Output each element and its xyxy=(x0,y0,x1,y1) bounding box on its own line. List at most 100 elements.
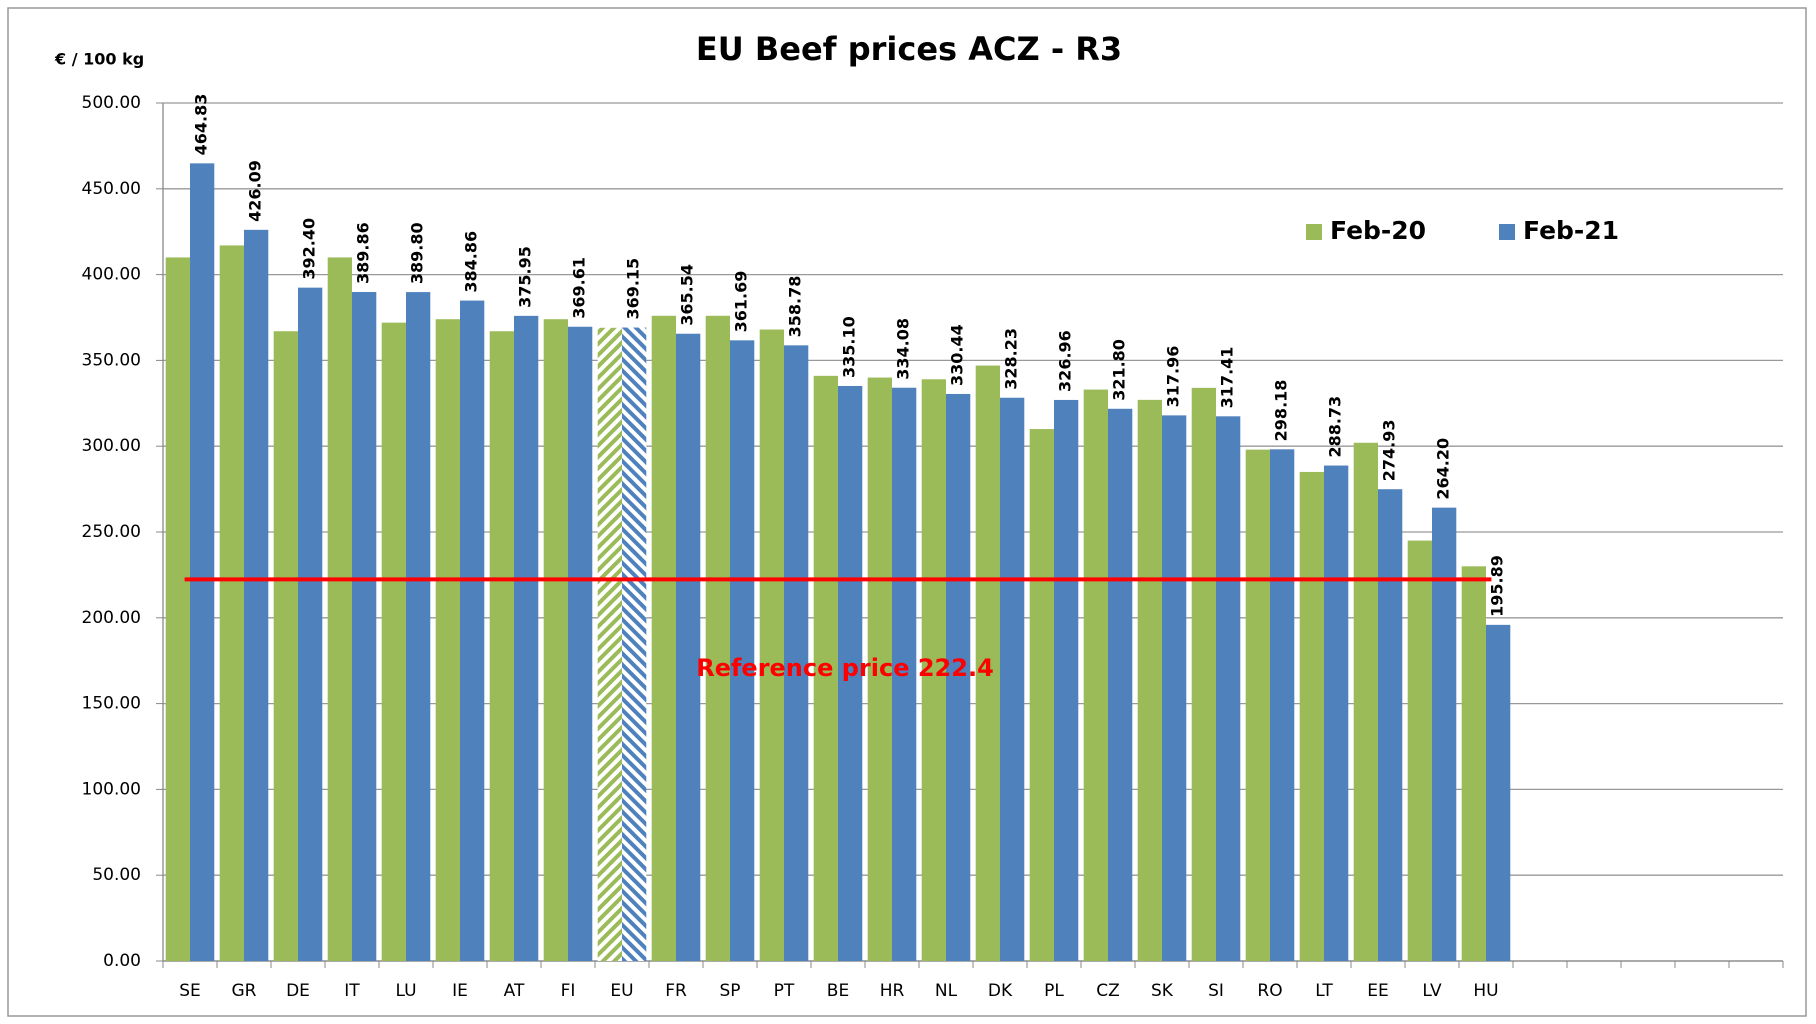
bar xyxy=(1407,540,1432,961)
bar xyxy=(1029,429,1054,961)
data-label: 335.10 xyxy=(840,316,859,378)
data-label: 334.08 xyxy=(894,318,913,380)
x-tick-label: FI xyxy=(561,981,576,1001)
bar xyxy=(1461,566,1486,961)
y-tick-label: 200.00 xyxy=(82,608,141,628)
bar xyxy=(1000,397,1025,961)
data-label: 392.40 xyxy=(300,218,319,280)
x-tick-label: DK xyxy=(988,981,1013,1001)
data-label: 195.89 xyxy=(1488,555,1507,617)
bar xyxy=(651,315,676,961)
bar xyxy=(838,385,863,962)
reference-label: Reference price 222.4 xyxy=(696,654,994,682)
bar xyxy=(813,375,838,961)
bar xyxy=(975,365,1000,962)
data-label: 369.15 xyxy=(624,258,643,320)
y-tick-label: 500.00 xyxy=(82,93,141,113)
y-tick-label: 300.00 xyxy=(82,436,141,456)
y-tick-label: 450.00 xyxy=(82,179,141,199)
x-tick-label: HR xyxy=(880,981,905,1001)
x-tick-label: SP xyxy=(719,981,740,1001)
data-label: 358.78 xyxy=(786,276,805,338)
x-tick-label: DE xyxy=(286,981,310,1001)
y-tick-label: 350.00 xyxy=(82,350,141,370)
data-label: 426.09 xyxy=(246,160,265,222)
bar xyxy=(784,345,809,962)
bar xyxy=(219,245,244,962)
data-label: 365.54 xyxy=(678,264,697,326)
x-tick-label: SE xyxy=(179,981,201,1001)
chart-title: EU Beef prices ACZ - R3 xyxy=(696,30,1122,68)
bar xyxy=(514,315,539,961)
data-label: 330.44 xyxy=(948,324,967,386)
data-label: 389.86 xyxy=(354,222,373,284)
x-tick-label: PT xyxy=(774,981,795,1001)
y-axis-label: € / 100 kg xyxy=(54,50,144,69)
bar xyxy=(1191,387,1216,962)
x-tick-label: AT xyxy=(504,981,525,1001)
bar xyxy=(298,287,323,961)
x-tick-label: CZ xyxy=(1096,981,1120,1001)
y-tick-label: 150.00 xyxy=(82,694,141,714)
y-tick-label: 250.00 xyxy=(82,522,141,542)
bar xyxy=(946,393,971,961)
data-label: 317.96 xyxy=(1164,346,1183,408)
bar xyxy=(1083,389,1108,961)
x-tick-label: IT xyxy=(344,981,360,1001)
data-label: 298.18 xyxy=(1272,380,1291,442)
bar xyxy=(327,257,352,961)
x-tick-label: BE xyxy=(827,981,849,1001)
data-label: 375.95 xyxy=(516,246,535,308)
data-label: 264.20 xyxy=(1434,438,1453,500)
x-tick-label: FR xyxy=(665,981,687,1001)
bar xyxy=(705,315,730,961)
bar xyxy=(730,340,755,961)
x-tick-label: EE xyxy=(1367,981,1388,1001)
x-tick-label: SK xyxy=(1151,981,1174,1001)
bar xyxy=(543,319,568,961)
x-tick-label: LU xyxy=(395,981,416,1001)
x-tick-label: SI xyxy=(1208,981,1224,1001)
bar xyxy=(1137,399,1162,961)
legend-swatch xyxy=(1499,224,1515,240)
data-label: 326.96 xyxy=(1056,330,1075,392)
x-tick-label: NL xyxy=(935,981,958,1001)
bar xyxy=(489,331,514,961)
legend-label: Feb-20 xyxy=(1330,216,1426,245)
x-tick-label: HU xyxy=(1473,981,1498,1001)
bar xyxy=(1324,465,1349,961)
bar xyxy=(1054,399,1079,961)
data-label: 321.80 xyxy=(1110,339,1129,401)
bar xyxy=(273,331,298,961)
bar xyxy=(460,300,485,962)
data-label: 389.80 xyxy=(408,222,427,284)
x-tick-label: EU xyxy=(610,981,633,1001)
bar xyxy=(921,379,946,961)
bar xyxy=(867,377,892,961)
bar xyxy=(759,329,784,962)
y-tick-label: 50.00 xyxy=(92,865,141,885)
bar xyxy=(406,292,431,961)
bar xyxy=(1245,449,1270,961)
bar xyxy=(165,257,190,961)
data-label: 328.23 xyxy=(1002,328,1021,390)
bar xyxy=(622,327,647,962)
bar xyxy=(1486,624,1511,961)
x-tick-label: LT xyxy=(1315,981,1333,1001)
bar xyxy=(676,333,701,961)
data-label: 274.93 xyxy=(1380,419,1399,481)
x-tick-label: IE xyxy=(452,981,468,1001)
bar xyxy=(1378,489,1403,961)
bar xyxy=(1299,471,1324,961)
bar xyxy=(1270,449,1295,961)
data-label: 384.86 xyxy=(462,231,481,293)
x-tick-label: PL xyxy=(1044,981,1064,1001)
bar xyxy=(1432,507,1457,961)
bar xyxy=(568,326,593,961)
bar xyxy=(597,327,622,961)
y-tick-label: 400.00 xyxy=(82,265,141,285)
y-tick-label: 100.00 xyxy=(82,779,141,799)
data-label: 369.61 xyxy=(570,257,589,319)
data-label: 317.41 xyxy=(1218,347,1237,409)
x-tick-label: RO xyxy=(1257,981,1282,1001)
